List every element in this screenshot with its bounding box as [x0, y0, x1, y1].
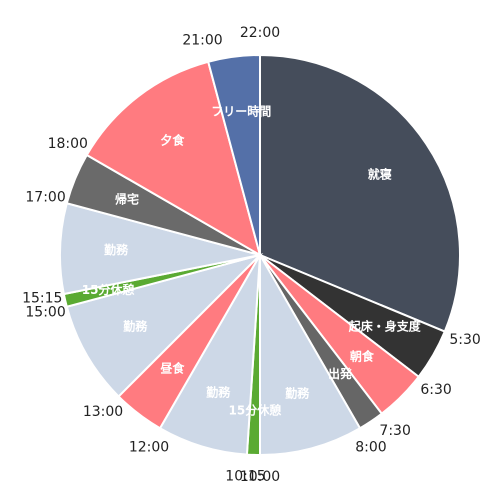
- time-label: 15:15: [22, 290, 62, 306]
- slice-label: 昼食: [159, 361, 185, 376]
- slice-label: 就寝: [368, 166, 392, 181]
- time-label: 21:00: [182, 33, 222, 49]
- time-label: 5:30: [449, 332, 480, 348]
- time-label: 13:00: [83, 404, 123, 420]
- time-label: 17:00: [25, 190, 65, 206]
- slice-label: 勤務: [206, 384, 231, 399]
- slice-label: 夕食: [160, 132, 185, 147]
- slice-label: フリー時間: [211, 104, 271, 119]
- slice-label: 出発: [328, 366, 353, 381]
- pie-slice: [85, 60, 262, 258]
- time-label: 6:30: [420, 382, 451, 398]
- slice-label: 勤務: [285, 386, 310, 401]
- slice-label: 帰宅: [115, 191, 139, 206]
- time-label: 10:00: [240, 469, 280, 485]
- slice-label: 朝食: [350, 348, 375, 363]
- pie-slice: [65, 253, 264, 398]
- time-label: 10:15: [225, 469, 265, 485]
- slice-label: 起床・身支度: [348, 319, 422, 334]
- slice-label: 15分休憩: [229, 402, 282, 417]
- time-label: 15:00: [25, 304, 65, 320]
- time-label: 8:00: [355, 439, 386, 455]
- pie-slice: [207, 53, 261, 256]
- pie-slice: [259, 251, 362, 457]
- pie-slice: [259, 53, 461, 333]
- slice-label: 15分休憩: [82, 282, 135, 297]
- time-label: 18:00: [48, 136, 88, 152]
- time-label: 12:00: [129, 439, 169, 455]
- slice-label: 勤務: [104, 242, 129, 257]
- slice-label: 勤務: [123, 319, 148, 334]
- time-label: 22:00: [240, 25, 280, 41]
- time-label: 7:30: [379, 423, 410, 439]
